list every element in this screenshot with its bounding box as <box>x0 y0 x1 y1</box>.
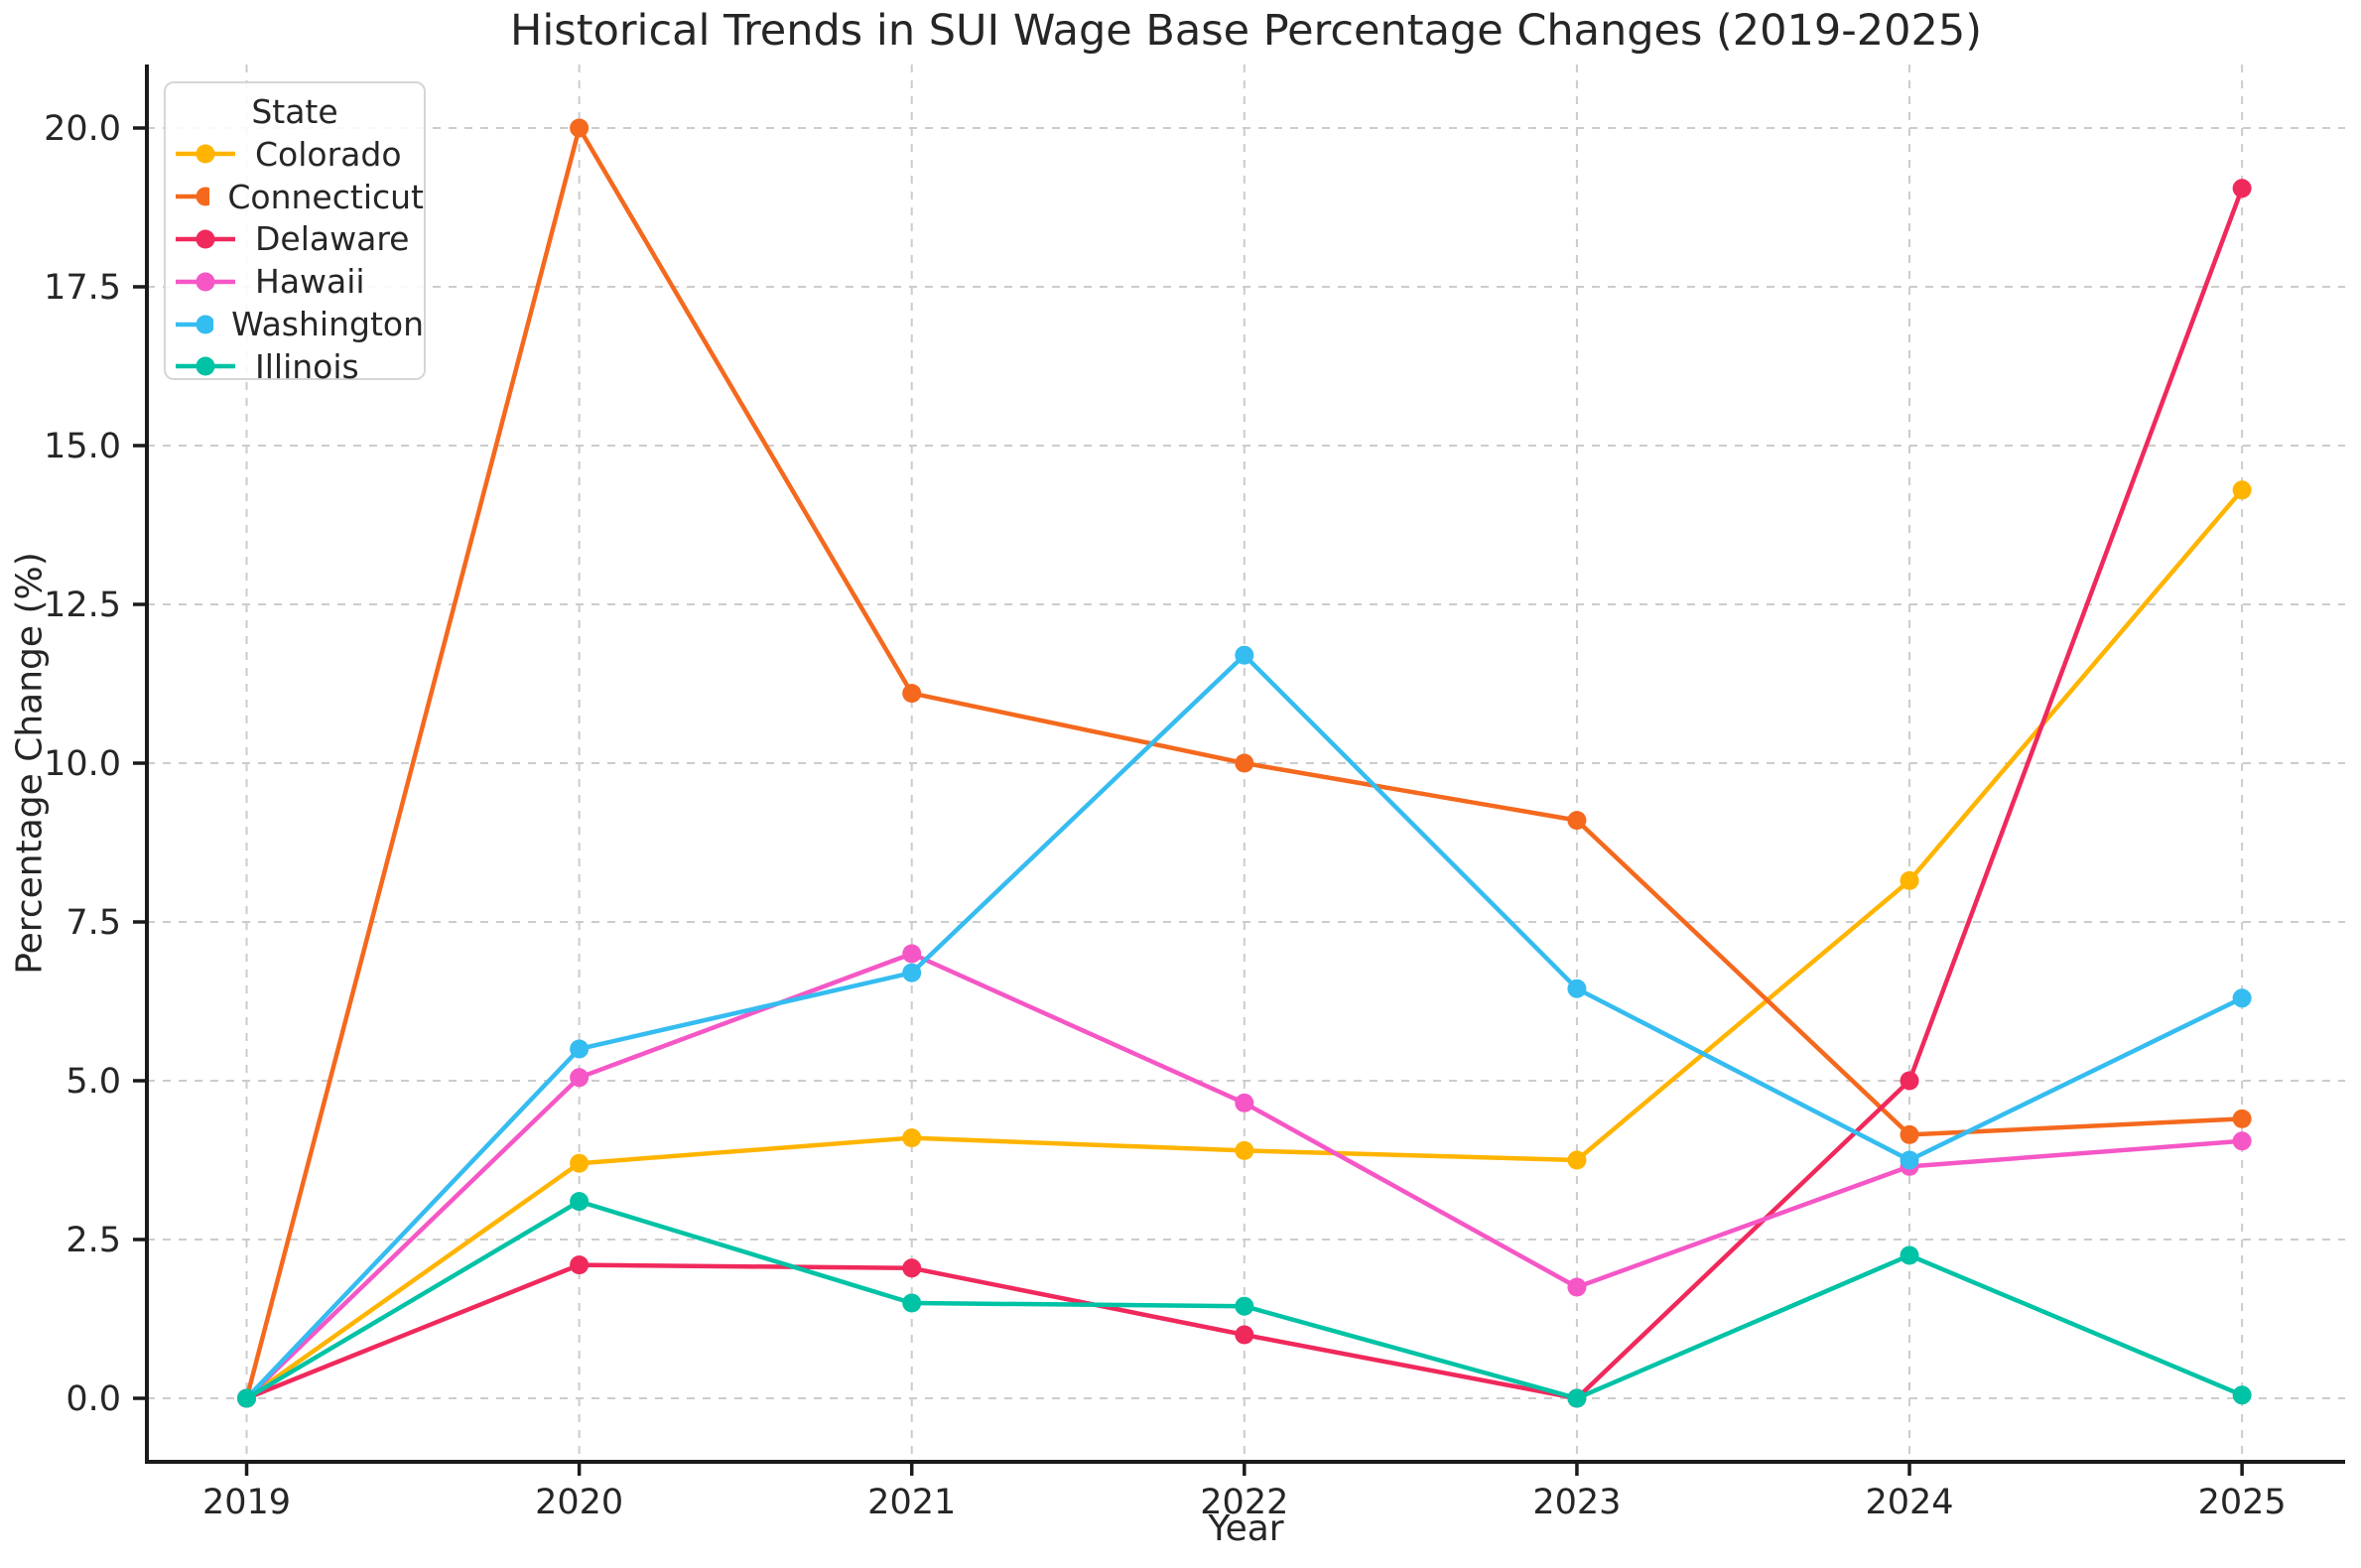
x-tick-label: 2025 <box>2198 1483 2287 1522</box>
legend: State Colorado Connecticut Delaware Hawaii W… <box>164 81 426 386</box>
legend-item-connecticut: Connecticut <box>166 176 424 218</box>
series-delaware-marker <box>570 1255 590 1275</box>
y-tick-label: 10.0 <box>44 744 121 784</box>
x-tick-label: 2023 <box>1532 1483 1621 1522</box>
series-hawaii-marker <box>2232 1131 2252 1151</box>
axis-tick-labels: 2019 2020 2021 2022 2023 2024 2025 0.0 2.5 5.0 7.5… <box>44 109 2287 1522</box>
x-tick-label: 2024 <box>1865 1483 1953 1522</box>
legend-item-label: Delaware <box>255 219 410 259</box>
series-connecticut-marker <box>570 118 590 138</box>
y-tick-label: 12.5 <box>44 586 121 625</box>
series-connecticut-marker <box>1900 1124 1919 1144</box>
series-illinois <box>237 1192 2252 1408</box>
series-colorado-marker <box>570 1153 590 1173</box>
legend-item-colorado: Colorado <box>166 133 424 176</box>
series-washington-marker <box>1900 1150 1919 1170</box>
legend-swatch-icon <box>176 272 235 292</box>
legend-title: State <box>251 92 338 131</box>
legend-item-label: Hawaii <box>255 262 365 302</box>
legend-item-label: Illinois <box>255 346 359 386</box>
series-colorado-marker <box>1235 1140 1254 1160</box>
series-hawaii-marker <box>570 1068 590 1088</box>
series-hawaii-marker <box>1567 1277 1587 1297</box>
legend-item-label: Washington <box>231 305 424 344</box>
legend-item-label: Connecticut <box>227 177 424 216</box>
series-connecticut-marker <box>2232 1109 2252 1128</box>
series-washington-marker <box>2232 988 2252 1008</box>
series-connecticut-marker <box>1235 753 1254 773</box>
series-illinois-marker <box>1235 1296 1254 1316</box>
series-colorado-marker <box>902 1128 922 1148</box>
legend-item-illinois: Illinois <box>166 345 424 388</box>
x-tick-label: 2020 <box>535 1483 623 1522</box>
series-washington-marker <box>902 963 922 982</box>
x-tick-label: 2021 <box>867 1483 956 1522</box>
y-tick-label: 15.0 <box>44 427 121 466</box>
series-hawaii-marker <box>902 944 922 964</box>
axis-ticks <box>133 126 2244 1476</box>
series-illinois-marker <box>902 1293 922 1313</box>
legend-swatch-icon <box>176 229 235 249</box>
x-tick-label: 2019 <box>202 1483 291 1522</box>
series-illinois-marker <box>1900 1245 1919 1265</box>
series-delaware-marker <box>902 1258 922 1278</box>
series-colorado-marker <box>2232 480 2252 500</box>
series-connecticut-marker <box>902 684 922 704</box>
series-washington-marker <box>1567 979 1587 998</box>
series-colorado-marker <box>1567 1150 1587 1170</box>
legend-item-label: Colorado <box>255 134 402 174</box>
legend-items: Colorado Connecticut Delaware Hawaii Washing… <box>166 133 424 388</box>
series-delaware-marker <box>1900 1071 1919 1091</box>
legend-item-delaware: Delaware <box>166 218 424 261</box>
y-tick-label: 7.5 <box>66 903 121 943</box>
legend-swatch-icon <box>176 187 210 206</box>
series-hawaii-marker <box>1235 1093 1254 1112</box>
y-tick-label: 5.0 <box>66 1062 121 1102</box>
series-washington-marker <box>1235 645 1254 665</box>
x-axis-label: Year <box>1208 1508 1284 1549</box>
series-illinois-marker <box>570 1192 590 1212</box>
series-illinois-marker <box>237 1388 257 1408</box>
y-tick-label: 20.0 <box>44 109 121 149</box>
legend-swatch-icon <box>176 356 235 376</box>
legend-item-washington: Washington <box>166 303 424 345</box>
legend-item-hawaii: Hawaii <box>166 260 424 303</box>
gridlines <box>147 65 2345 1462</box>
x-tick-label: 2022 <box>1200 1483 1288 1522</box>
y-tick-label: 0.0 <box>66 1379 121 1419</box>
series-illinois-marker <box>2232 1385 2252 1405</box>
series-delaware-marker <box>1235 1325 1254 1345</box>
legend-swatch-icon <box>176 144 235 164</box>
series-washington-marker <box>570 1039 590 1059</box>
series-illinois-marker <box>1567 1388 1587 1408</box>
legend-swatch-icon <box>176 315 214 334</box>
chart-title: Historical Trends in SUI Wage Base Perce… <box>510 6 1982 56</box>
series-colorado-marker <box>1900 870 1919 890</box>
series-delaware-marker <box>2232 179 2252 198</box>
y-tick-label: 2.5 <box>66 1221 121 1260</box>
series-connecticut-marker <box>1567 811 1587 831</box>
y-tick-label: 17.5 <box>44 268 121 308</box>
